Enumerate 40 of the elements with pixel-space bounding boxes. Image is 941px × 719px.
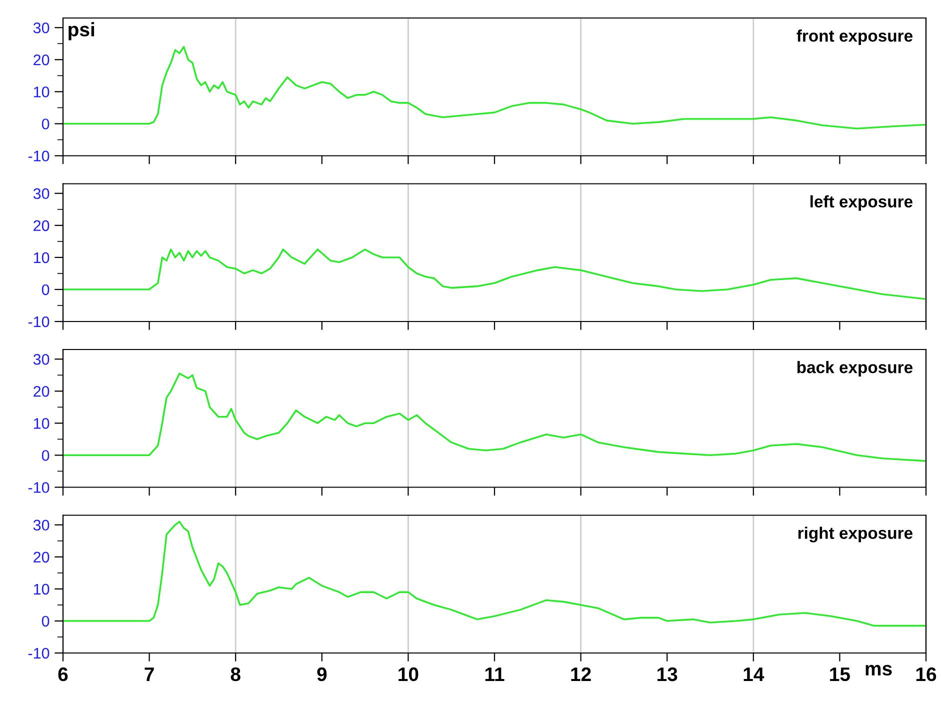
y-tick-label: 20 <box>34 220 50 232</box>
text: left exposure <box>810 195 912 211</box>
x-tick-label: 14 <box>744 668 764 681</box>
text: front exposure <box>796 30 912 46</box>
y-tick-label: 0 <box>42 450 50 461</box>
text: back exposure <box>797 361 912 377</box>
x-axis-title: ms <box>866 664 892 676</box>
x-tick-label: 16 <box>916 667 936 682</box>
x-tick-label: 15 <box>830 668 850 682</box>
y-tick-label: 10 <box>34 252 50 264</box>
y-tick-label: 10 <box>34 584 50 595</box>
x-tick-label: 6 <box>58 667 68 682</box>
x-tick-label: 13 <box>658 667 678 682</box>
x-tick-label: 12 <box>571 667 591 681</box>
y-tick-label: 30 <box>33 354 50 365</box>
line-series <box>63 46 926 130</box>
y-tick-label: 10 <box>34 418 50 429</box>
text: right exposure <box>798 526 912 542</box>
line-series <box>63 248 926 300</box>
x-tick-label: 8 <box>230 667 240 682</box>
line-series <box>63 520 926 627</box>
x-tick-label: 10 <box>398 667 418 682</box>
y-tick-label: 10 <box>34 86 50 98</box>
y-tick-label: 20 <box>34 54 50 66</box>
y-tick-label: 30 <box>33 22 50 34</box>
y-tick-label: 30 <box>33 520 50 531</box>
y-tick-label: -10 <box>28 150 50 162</box>
y-tick-label: 0 <box>42 284 50 296</box>
x-tick-label: 7 <box>144 668 154 681</box>
y-tick-label: 0 <box>42 616 50 627</box>
y-axis-title: psi <box>68 22 94 40</box>
x-tick-label: 11 <box>485 668 504 681</box>
y-tick-label: 0 <box>42 118 50 130</box>
y-tick-label: -10 <box>28 648 50 659</box>
y-tick-label: 20 <box>34 386 50 397</box>
y-tick-label: 30 <box>33 188 50 200</box>
y-tick-label: -10 <box>28 316 50 328</box>
y-tick-label: -10 <box>28 482 50 493</box>
x-tick-label: 9 <box>317 667 327 682</box>
y-tick-label: 20 <box>34 552 50 563</box>
